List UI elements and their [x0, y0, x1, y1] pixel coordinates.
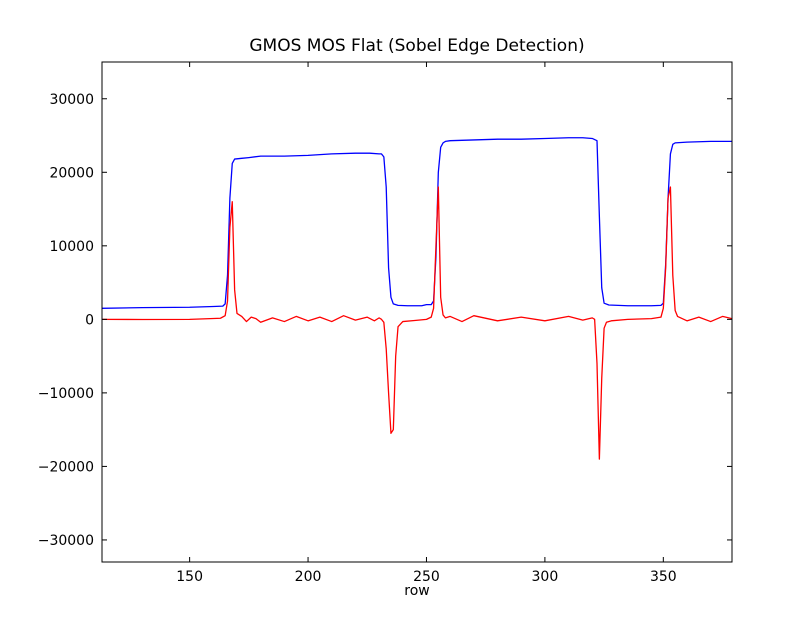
- chart-title: GMOS MOS Flat (Sobel Edge Detection): [249, 36, 584, 56]
- y-tick-label: −10000: [38, 386, 94, 402]
- x-tick-label: 350: [650, 569, 677, 585]
- x-tick-label: 300: [532, 569, 559, 585]
- y-tick-label: −20000: [38, 459, 94, 475]
- plot-frame: [101, 61, 733, 563]
- series-line-0: [102, 137, 732, 309]
- y-tick-label: 20000: [49, 165, 94, 181]
- plot-area: 150 200 250 300 350 −30000 −20000 −10000 0 10000 2…: [38, 61, 733, 585]
- x-tick-label: 150: [176, 569, 203, 585]
- y-tick-label: 0: [85, 312, 94, 328]
- y-tick-label: 30000: [49, 92, 94, 108]
- x-tick-label: 250: [413, 569, 440, 585]
- y-tick-label: 10000: [49, 239, 94, 255]
- y-tick-label: −30000: [38, 533, 94, 549]
- x-axis-label: row: [404, 583, 429, 599]
- series-line-1: [102, 186, 732, 460]
- x-tick-label: 200: [295, 569, 322, 585]
